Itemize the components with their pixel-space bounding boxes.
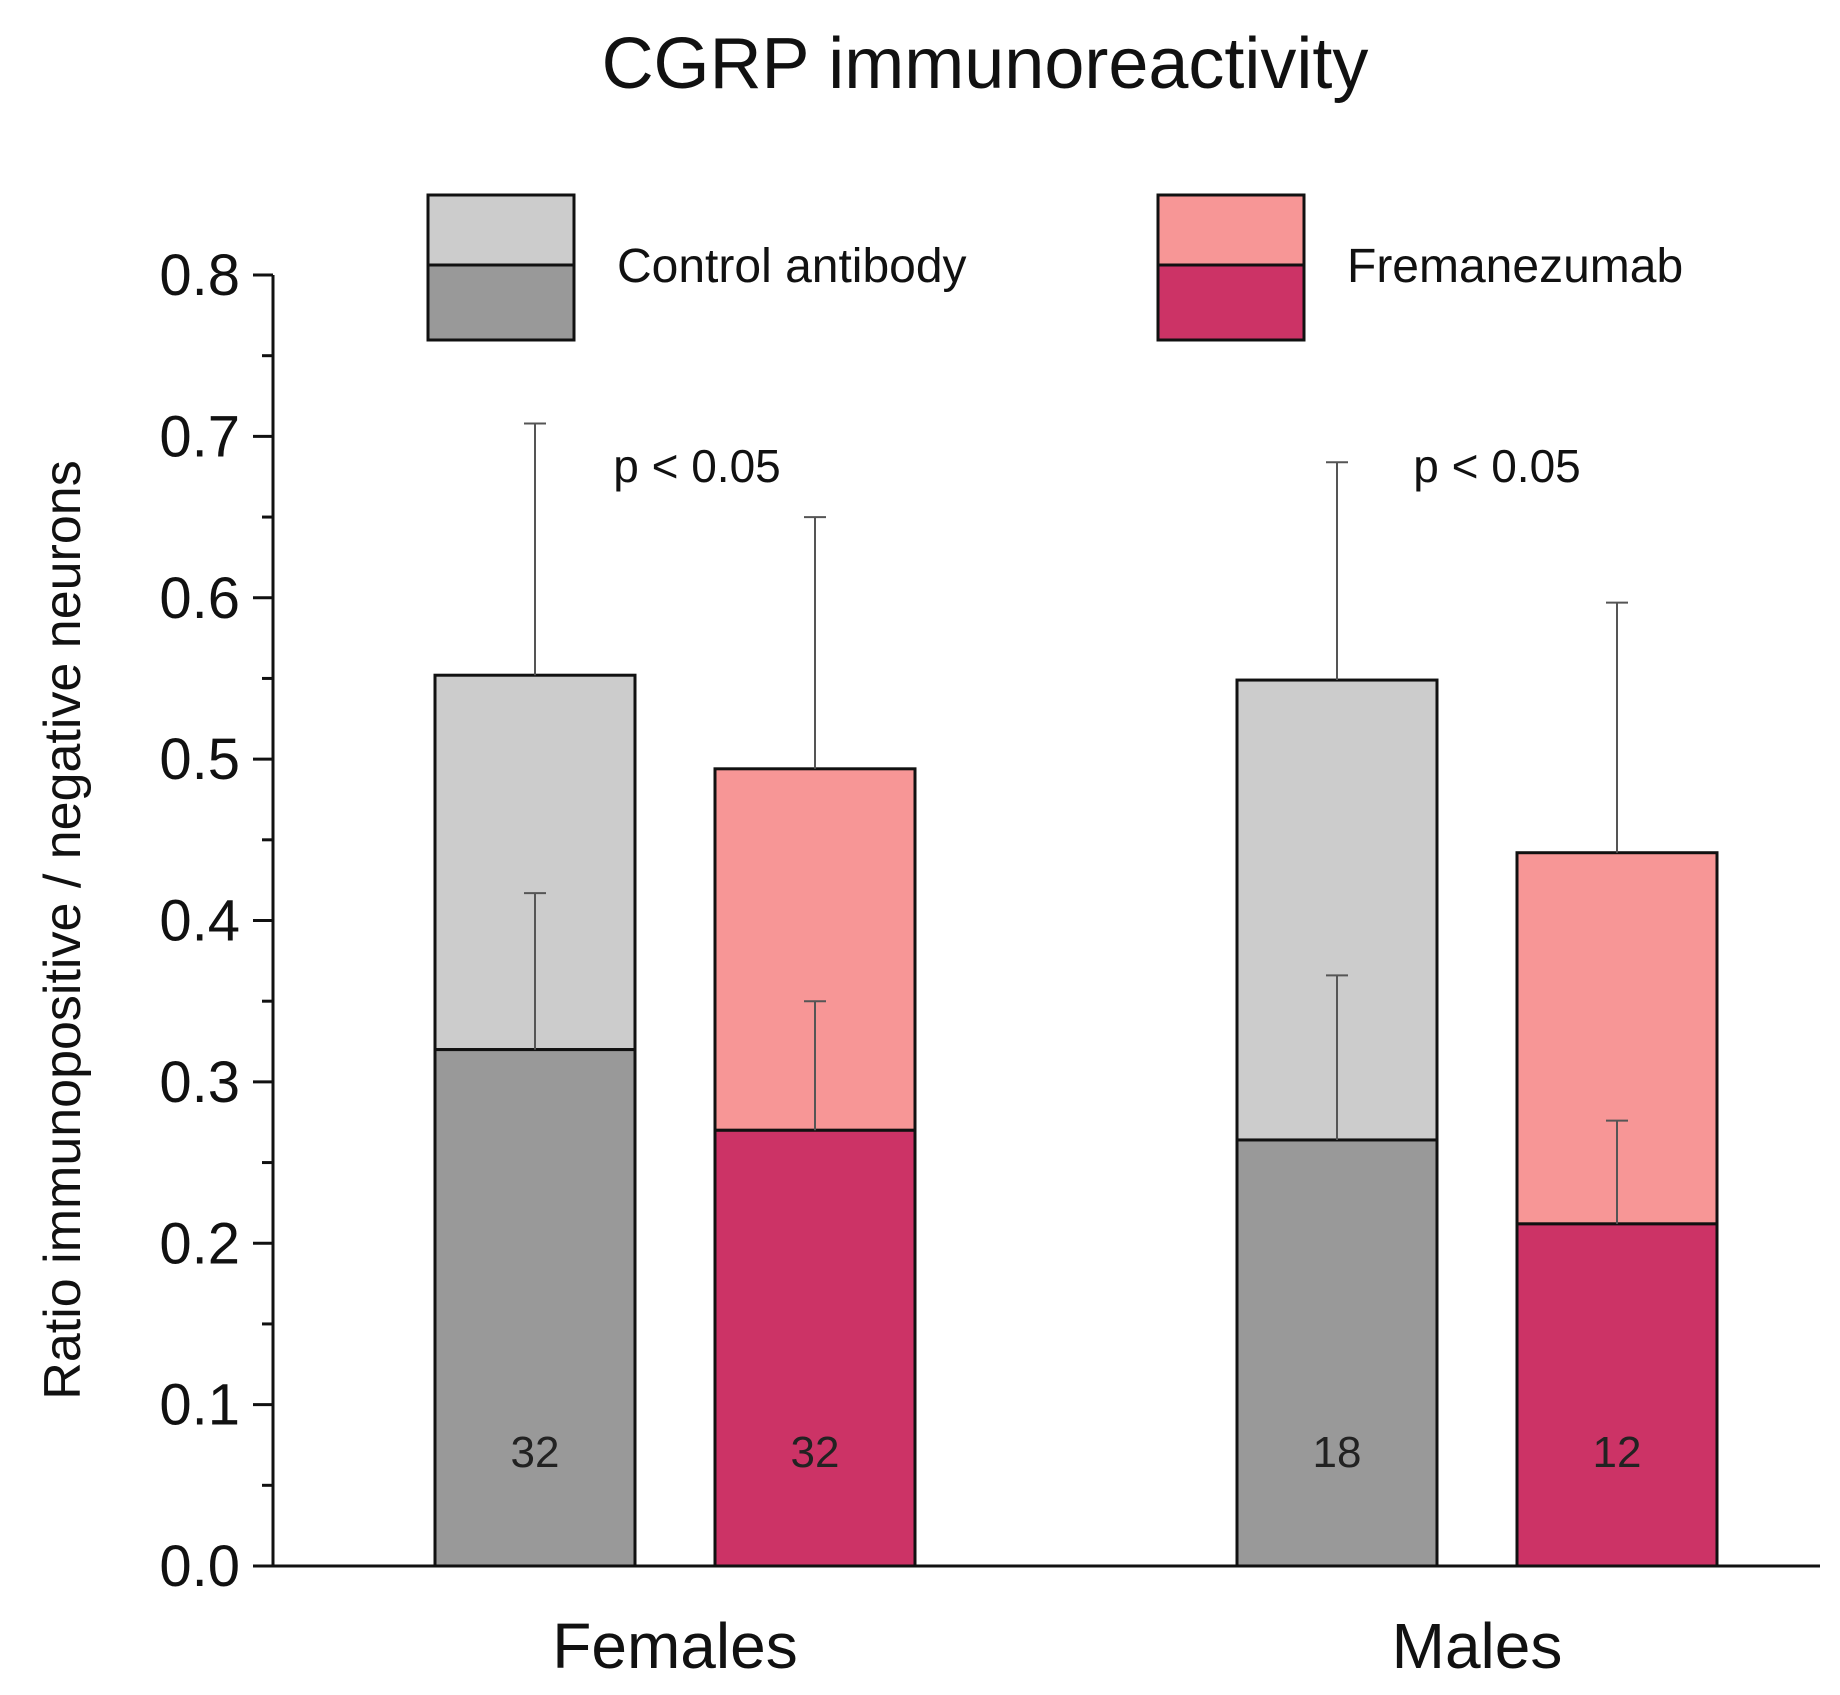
significance-label: p < 0.05 <box>613 440 781 492</box>
sample-count-label: 32 <box>791 1428 840 1477</box>
bar-control-antibody-lower-males <box>1235 1138 1439 1568</box>
sample-count-label: 12 <box>1593 1428 1642 1477</box>
bar-control-antibody-lower-females <box>433 1048 637 1568</box>
significance-annotations: p < 0.05 p < 0.05 <box>613 440 1581 492</box>
legend-swatch-dark <box>426 263 576 342</box>
x-category-label: Females <box>552 1610 797 1682</box>
y-tick-label: 0.0 <box>159 1534 240 1599</box>
bar-fremanezumab-lower-females <box>713 1128 917 1568</box>
y-tick-label: 0.8 <box>159 243 240 308</box>
y-tick-label: 0.3 <box>159 1050 240 1115</box>
x-category-labels: Females Males <box>552 1610 1562 1682</box>
legend-label: Fremanezumab <box>1347 240 1683 293</box>
y-ticks: 0.0 0.1 0.2 0.3 0.4 0.5 0.6 0.7 0.8 <box>159 243 273 1599</box>
chart-title: CGRP immunoreactivity <box>602 24 1369 104</box>
sample-count-label: 32 <box>511 1428 560 1477</box>
error-bars <box>524 422 1628 1224</box>
legend-label: Control antibody <box>617 240 967 293</box>
y-tick-label: 0.2 <box>159 1211 240 1276</box>
bar-fremanezumab-lower-males <box>1515 1222 1719 1568</box>
y-tick-label: 0.4 <box>159 889 240 954</box>
y-tick-label: 0.7 <box>159 404 240 469</box>
y-axis-label: Ratio immunopositive / negative neurons <box>34 460 92 1399</box>
plot-bars <box>433 673 1719 1568</box>
y-tick-label: 0.1 <box>159 1373 240 1438</box>
legend-swatch-dark <box>1156 263 1306 342</box>
legend-swatch-light <box>426 193 576 267</box>
y-tick-label: 0.6 <box>159 566 240 631</box>
y-tick-label: 0.5 <box>159 727 240 792</box>
legend: Control antibody Fremanezumab <box>426 193 1683 342</box>
x-category-label: Males <box>1392 1610 1563 1682</box>
sample-counts: 32 32 18 12 <box>511 1428 1642 1477</box>
sample-count-label: 18 <box>1313 1428 1362 1477</box>
legend-swatch-light <box>1156 193 1306 267</box>
significance-label: p < 0.05 <box>1413 440 1581 492</box>
